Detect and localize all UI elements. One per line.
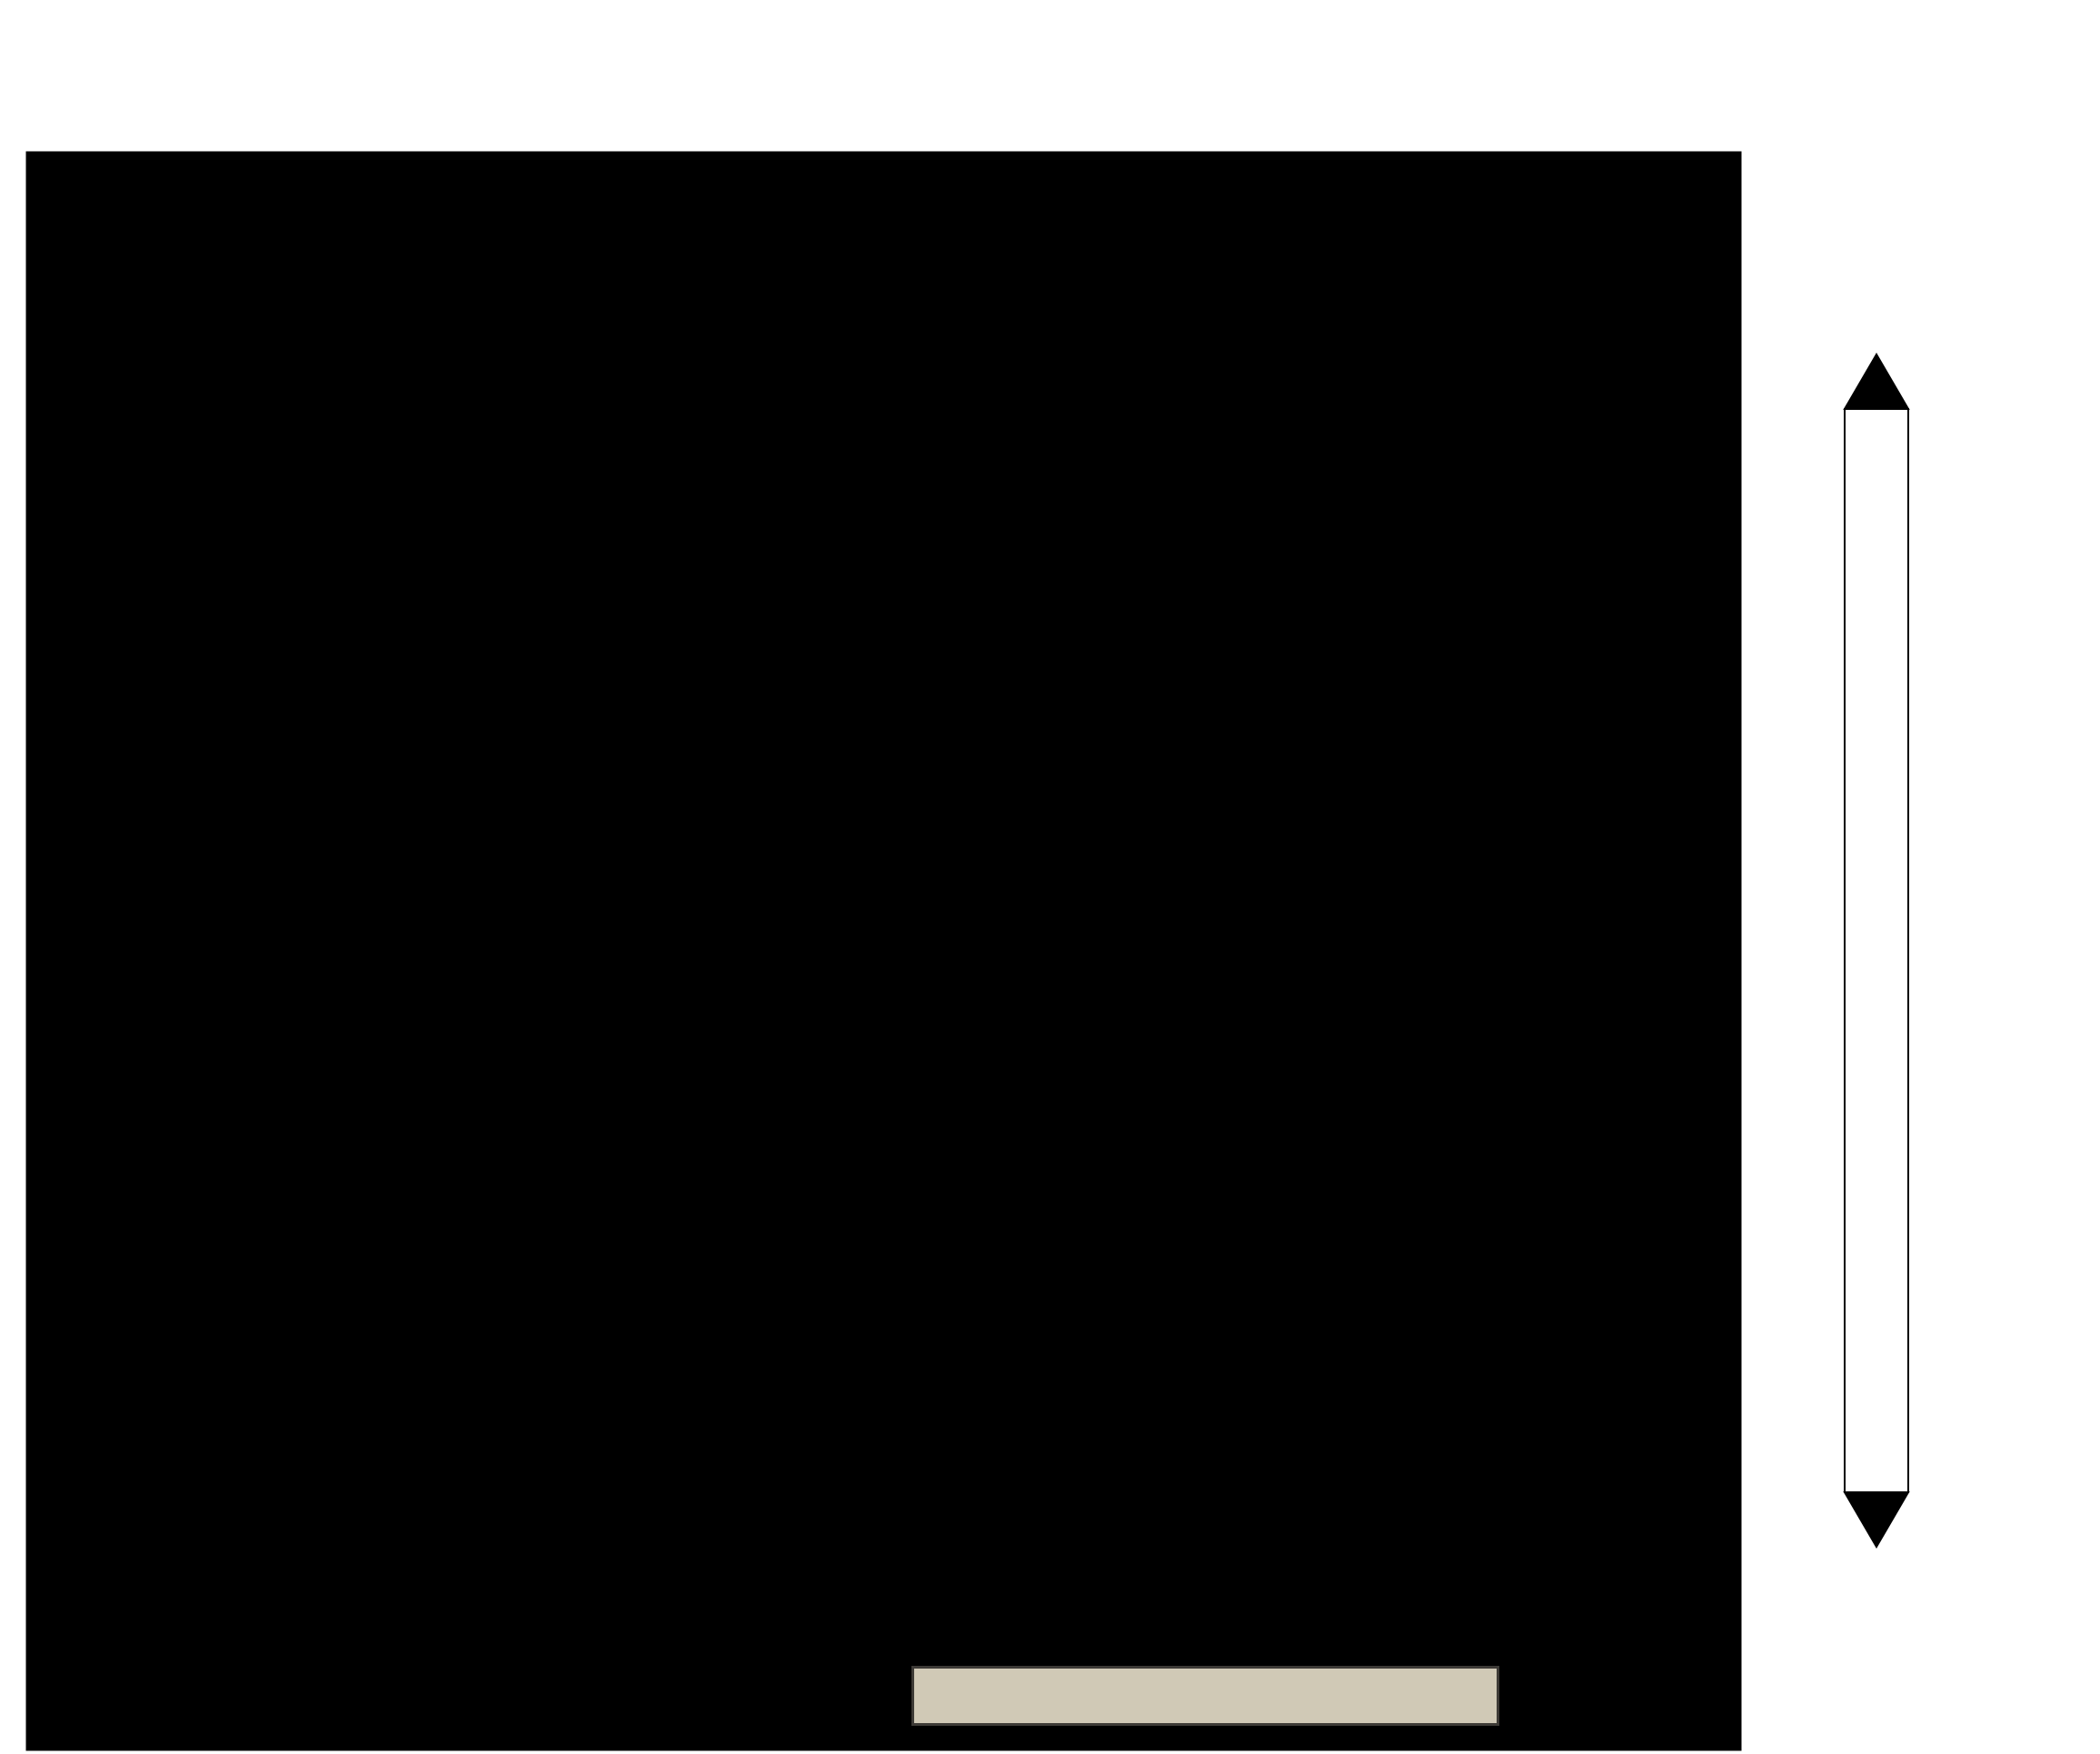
tumbes-border (27, 153, 1740, 1733)
anomaly-zone-light (27, 153, 1190, 1749)
credit-label (911, 1666, 1499, 1726)
colorbar-outline (1844, 408, 1909, 1493)
map-frame-border (25, 151, 1742, 1751)
colorbar-extend-high (1843, 353, 1910, 410)
colorbar-extend-low (1843, 1491, 1910, 1549)
